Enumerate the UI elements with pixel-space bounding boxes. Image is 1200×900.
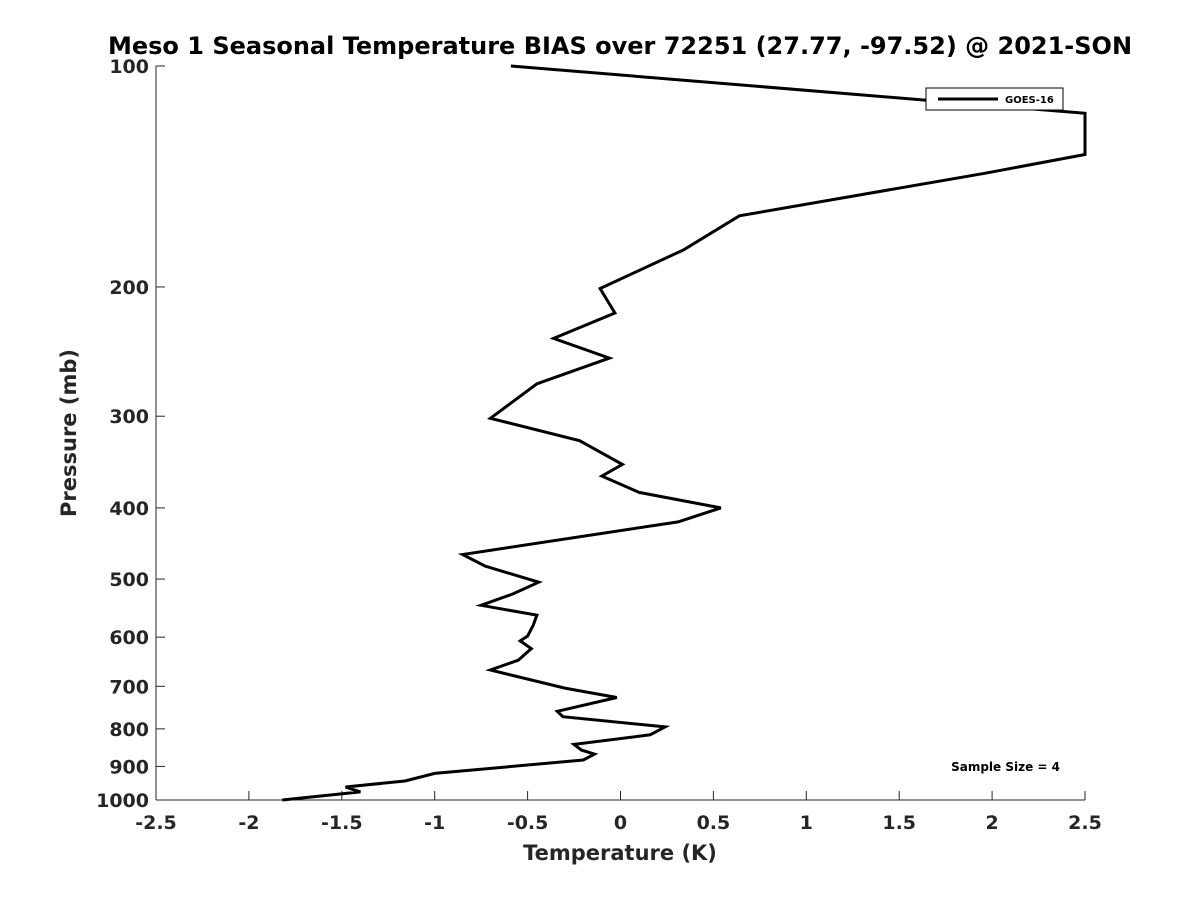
- y-tick-label: 800: [109, 719, 149, 741]
- chart-title: Meso 1 Seasonal Temperature BIAS over 72…: [108, 32, 1132, 60]
- x-tick-label: -2.5: [135, 812, 177, 834]
- x-tick-label: 1.5: [882, 812, 916, 834]
- x-tick-label: -1.5: [321, 812, 363, 834]
- y-tick-label: 100: [109, 56, 149, 78]
- x-tick-label: 0: [614, 812, 627, 834]
- y-axis-label: Pressure (mb): [57, 349, 81, 517]
- x-axis-label: Temperature (K): [523, 841, 717, 865]
- series-layer: [282, 64, 1087, 802]
- legend: GOES-16: [925, 87, 1064, 111]
- x-tick-label: 0.5: [697, 812, 731, 834]
- y-tick-label: 400: [109, 498, 149, 520]
- y-tick-label: 1000: [96, 790, 149, 812]
- series-line-goes-16: [282, 64, 1087, 802]
- x-tick-label: -1: [424, 812, 445, 834]
- y-tick-label: 900: [109, 756, 149, 778]
- x-axis-ticks: -2.5 -2 -1.5 -1 -0.5 0 0.5 1 1.5 2 2.5: [135, 791, 1102, 834]
- legend-entry-goes-16: GOES-16: [1005, 95, 1054, 106]
- y-tick-label: 300: [109, 406, 149, 428]
- y-axis-ticks: 100 200 300 400 500 600 700 800 900 1000: [96, 56, 165, 812]
- y-tick-label: 700: [109, 676, 149, 698]
- y-tick-label: 200: [109, 277, 149, 299]
- x-tick-label: -2: [238, 812, 259, 834]
- plot-axes: [155, 66, 1085, 801]
- x-tick-label: -0.5: [507, 812, 549, 834]
- x-tick-label: 1: [800, 812, 813, 834]
- x-tick-label: 2: [985, 812, 998, 834]
- y-tick-label: 600: [109, 627, 149, 649]
- sample-size-annotation: Sample Size = 4: [951, 760, 1060, 774]
- y-tick-label: 500: [109, 569, 149, 591]
- x-tick-label: 2.5: [1068, 812, 1102, 834]
